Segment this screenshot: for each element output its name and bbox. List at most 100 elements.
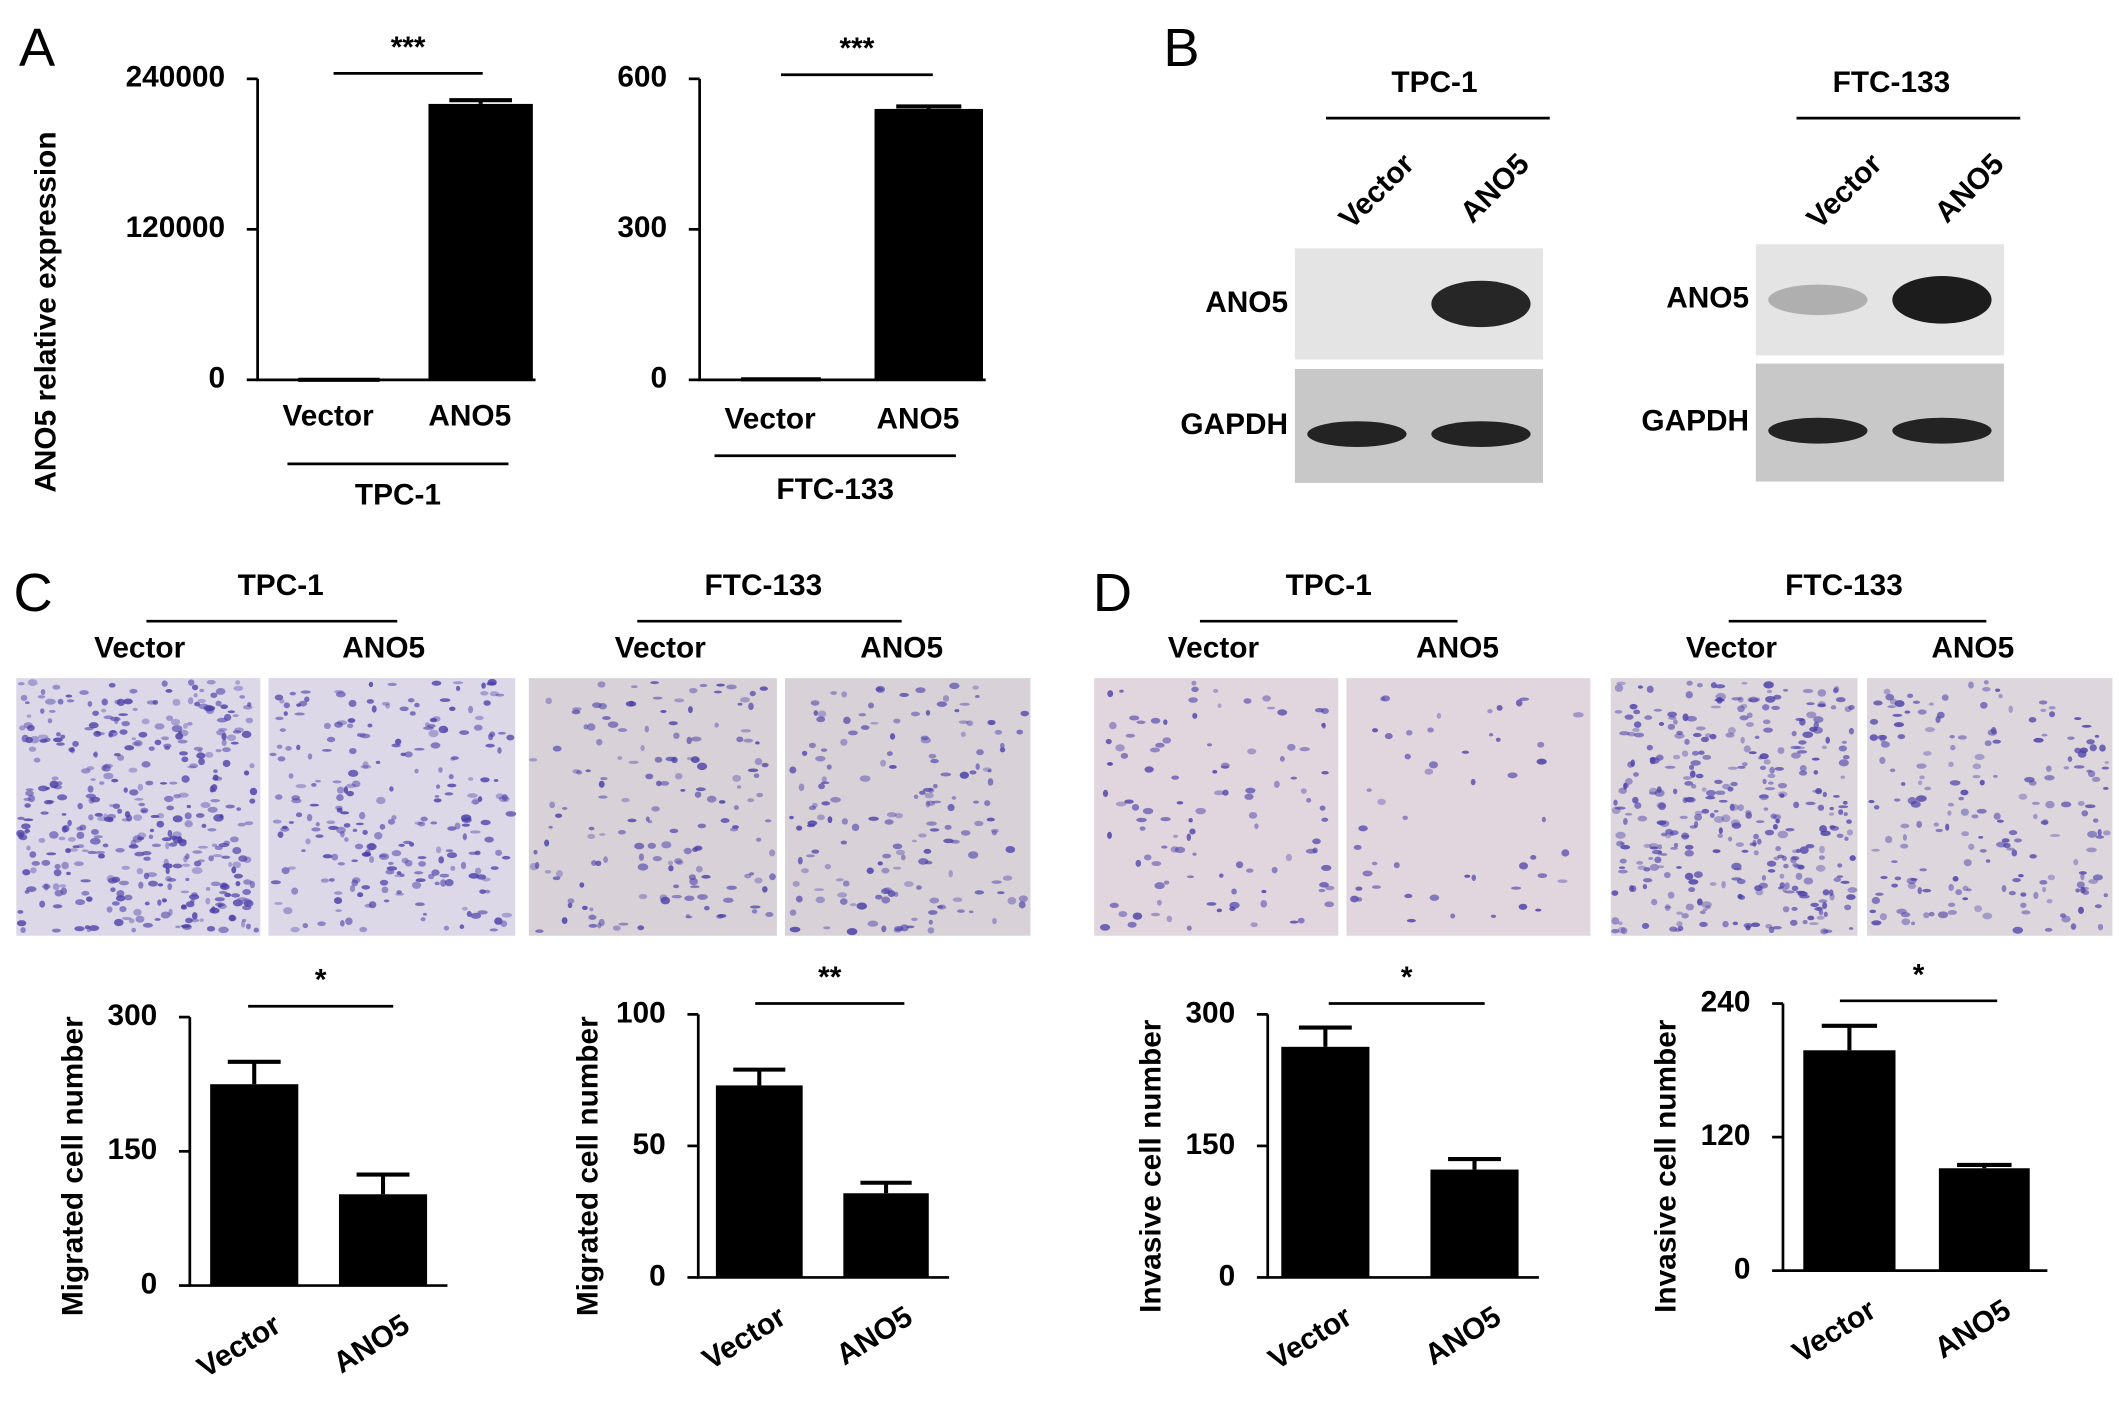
cell	[1917, 886, 1922, 895]
cell	[232, 899, 243, 907]
cell	[567, 902, 573, 909]
cell	[1250, 922, 1258, 928]
cell	[660, 709, 667, 713]
cell	[1957, 735, 1967, 740]
cell	[113, 918, 124, 927]
cell	[49, 831, 59, 839]
cell	[352, 828, 358, 833]
cell	[1656, 820, 1667, 826]
cell	[145, 780, 154, 786]
cell	[368, 681, 374, 688]
cell	[2059, 913, 2066, 918]
cell	[287, 866, 296, 870]
cell	[860, 725, 870, 730]
cell	[1871, 896, 1881, 905]
x-tick-label: ANO5	[877, 402, 960, 435]
cell	[1901, 918, 1911, 926]
cell	[212, 854, 223, 858]
cell	[918, 858, 929, 865]
cell	[2081, 886, 2089, 891]
cell	[811, 849, 820, 854]
cell	[349, 885, 356, 893]
cell	[1759, 793, 1769, 801]
cell	[840, 738, 848, 746]
cell-line-label: FTC-133	[705, 569, 823, 602]
cell	[403, 840, 412, 845]
cell	[193, 746, 204, 751]
cell	[651, 806, 660, 812]
cell	[1836, 875, 1844, 878]
cell	[118, 713, 128, 717]
cell	[26, 724, 35, 732]
cell	[1813, 721, 1820, 729]
y-tick-label: 150	[108, 1133, 158, 1166]
cell	[431, 680, 442, 686]
cell	[1684, 781, 1694, 786]
cell	[630, 685, 638, 689]
cell	[214, 845, 223, 850]
cell	[136, 867, 144, 875]
cell	[1879, 735, 1886, 743]
cell	[974, 820, 984, 827]
cell	[1806, 711, 1817, 719]
cell	[1321, 817, 1329, 822]
cell	[1427, 727, 1434, 733]
cell	[1897, 734, 1906, 740]
cell	[187, 679, 195, 686]
cell	[222, 747, 231, 753]
cell	[201, 823, 207, 828]
cell	[867, 920, 879, 927]
cell	[976, 749, 984, 756]
cell	[621, 797, 630, 803]
cell	[415, 878, 426, 883]
cell	[460, 861, 467, 870]
cell	[20, 927, 26, 933]
cell	[369, 856, 375, 864]
cell	[598, 795, 608, 799]
cell	[206, 925, 216, 932]
cell	[835, 878, 844, 882]
cell	[1657, 850, 1662, 856]
cell	[497, 731, 506, 735]
cell	[1759, 753, 1769, 760]
cell	[1806, 702, 1815, 706]
cell	[1779, 873, 1785, 879]
cell	[1990, 727, 1997, 735]
cell	[65, 848, 71, 854]
cell	[2040, 820, 2049, 825]
cell	[1791, 885, 1799, 892]
cell	[1816, 915, 1825, 920]
micrograph	[16, 678, 261, 936]
cell	[76, 831, 85, 840]
cell	[398, 843, 405, 847]
blot-band	[1892, 276, 1992, 324]
cell	[1624, 714, 1634, 720]
cell	[858, 713, 867, 717]
cell	[1174, 846, 1186, 854]
cell	[1649, 757, 1657, 761]
cell	[1919, 775, 1925, 780]
condition-label: Vector	[615, 632, 707, 665]
cell	[535, 929, 544, 933]
cell	[1618, 921, 1623, 926]
cell	[1916, 795, 1927, 802]
cell	[27, 679, 38, 687]
cell	[2021, 910, 2031, 915]
cell	[347, 723, 354, 729]
cell	[1642, 884, 1648, 890]
cell	[928, 919, 933, 925]
cell	[837, 892, 848, 898]
cell	[1615, 831, 1626, 839]
cell	[1846, 819, 1852, 824]
cell	[703, 905, 710, 911]
cell	[1762, 704, 1770, 711]
cell	[184, 820, 193, 828]
cell	[748, 702, 754, 711]
cell	[1649, 863, 1660, 871]
cell	[984, 800, 991, 807]
cell	[1947, 909, 1958, 915]
cell	[245, 717, 254, 724]
cell	[243, 879, 252, 885]
cell	[823, 926, 831, 930]
cell	[340, 920, 345, 927]
